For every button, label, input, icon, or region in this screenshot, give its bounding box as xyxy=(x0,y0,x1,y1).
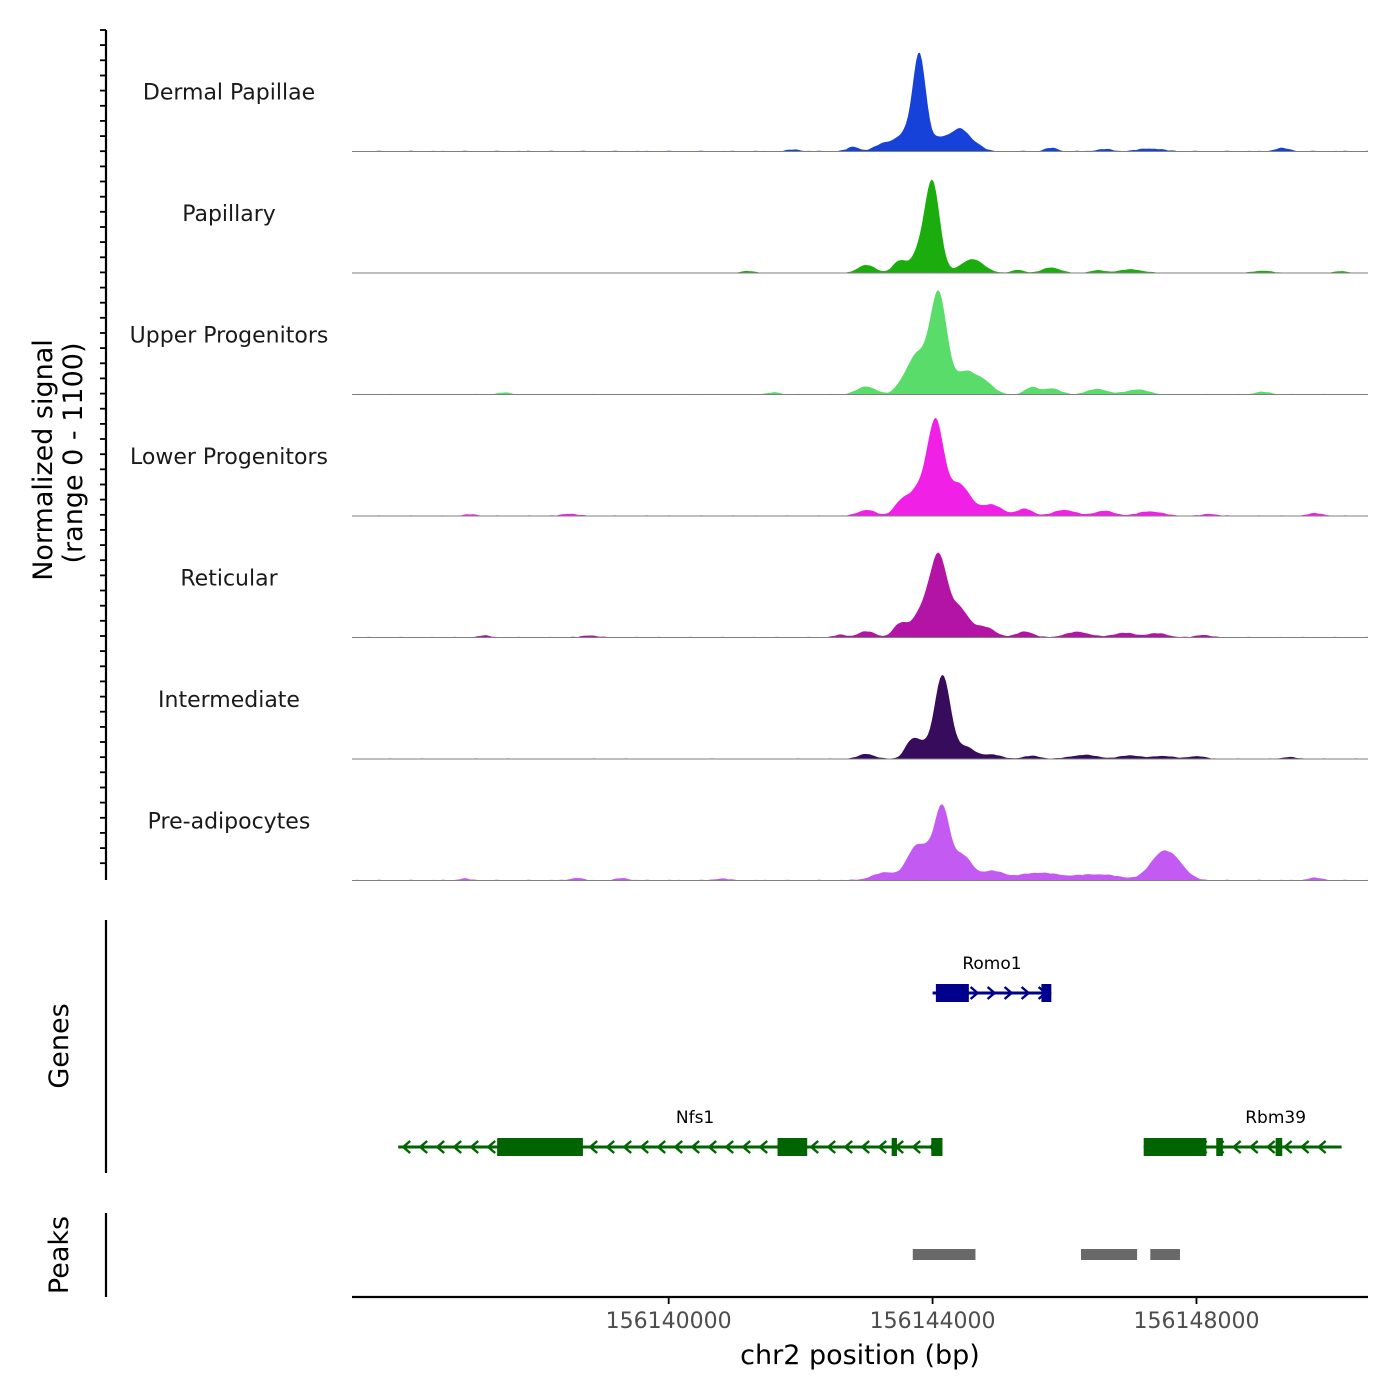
track-label: Lower Progenitors xyxy=(130,445,328,470)
strand-arrow xyxy=(469,1140,479,1154)
track-label: Dermal Papillae xyxy=(143,81,315,106)
strand-arrow xyxy=(809,1140,819,1154)
signal-area xyxy=(352,52,1368,152)
x-tick-label: 156140000 xyxy=(606,1309,732,1334)
left-axes xyxy=(100,29,108,1297)
strand-arrow xyxy=(911,1140,921,1154)
track-label: Upper Progenitors xyxy=(130,324,329,349)
gene-romo1: Romo1 xyxy=(932,954,1052,1002)
x-axis: 156140000 156144000 156148000 xyxy=(352,1295,1368,1334)
gene-exon xyxy=(931,1138,943,1156)
y-axis-title-line2: (range 0 - 1100) xyxy=(58,343,89,564)
track-pre-adipocytes: Pre-adipocytes xyxy=(148,804,1368,881)
gene-label: Rbm39 xyxy=(1245,1108,1306,1128)
y-axis-title-line1: Normalized signal xyxy=(28,339,59,581)
strand-arrow xyxy=(877,1140,887,1154)
strand-arrow xyxy=(741,1140,751,1154)
strand-arrow xyxy=(969,986,980,1000)
strand-arrow xyxy=(1316,1140,1327,1154)
strand-arrow xyxy=(1248,1140,1259,1154)
strand-arrow xyxy=(418,1140,428,1154)
x-tick-label: 156144000 xyxy=(870,1309,996,1334)
strand-arrow xyxy=(826,1140,836,1154)
strand-arrow xyxy=(656,1140,666,1154)
signal-area xyxy=(352,552,1368,638)
strand-arrow xyxy=(639,1140,649,1154)
strand-arrow xyxy=(452,1140,462,1154)
track-upper-progenitors: Upper Progenitors xyxy=(130,289,1368,395)
track-papillary: Papillary xyxy=(182,179,1368,274)
signal-area xyxy=(352,289,1368,395)
track-reticular: Reticular xyxy=(180,552,1368,638)
strand-arrow xyxy=(724,1140,734,1154)
peak-region xyxy=(1150,1249,1180,1260)
x-axis-title: chr2 position (bp) xyxy=(740,1340,980,1371)
strand-arrow xyxy=(605,1140,615,1154)
strand-arrow xyxy=(1299,1140,1310,1154)
strand-arrow xyxy=(486,1140,496,1154)
gene-rbm39: Rbm39 xyxy=(1143,1108,1342,1156)
strand-arrow xyxy=(622,1140,632,1154)
genes-axis-title: Genes xyxy=(44,1003,75,1088)
strand-arrow xyxy=(690,1140,700,1154)
signal-area xyxy=(352,417,1368,516)
gene-exon xyxy=(1275,1138,1283,1156)
track-label: Papillary xyxy=(182,202,276,227)
gene-exon xyxy=(1041,984,1052,1002)
track-label: Pre-adipocytes xyxy=(148,810,311,835)
strand-arrow xyxy=(673,1140,683,1154)
strand-arrow xyxy=(986,986,997,1000)
signal-area xyxy=(352,179,1368,273)
gene-exon xyxy=(1216,1138,1223,1156)
gene-exon xyxy=(891,1138,897,1156)
strand-arrow xyxy=(860,1140,870,1154)
coverage-tracks: Dermal Papillae Papillary Upper Progenitor… xyxy=(130,52,1368,881)
peak-region xyxy=(1081,1249,1138,1260)
gene-exon xyxy=(777,1138,808,1156)
gene-label: Nfs1 xyxy=(676,1108,714,1128)
strand-arrow xyxy=(758,1140,768,1154)
track-lower-progenitors: Lower Progenitors xyxy=(130,417,1368,517)
strand-arrow xyxy=(435,1140,445,1154)
strand-arrow xyxy=(1003,986,1014,1000)
signal-area xyxy=(352,804,1368,881)
peaks-axis-title: Peaks xyxy=(44,1216,75,1294)
signal-area xyxy=(352,674,1368,759)
track-dermal-papillae: Dermal Papillae xyxy=(143,52,1368,152)
genes-track: Romo1 Nfs1 Rbm39 xyxy=(398,954,1342,1156)
gene-exon xyxy=(497,1138,583,1156)
peak-region xyxy=(912,1249,976,1260)
strand-arrow xyxy=(707,1140,717,1154)
gene-label: Romo1 xyxy=(962,954,1021,974)
peaks-track xyxy=(912,1249,1180,1260)
gene-exon xyxy=(935,984,969,1002)
strand-arrow xyxy=(1265,1140,1276,1154)
track-label: Intermediate xyxy=(158,688,300,713)
track-label: Reticular xyxy=(180,567,278,592)
gene-nfs1: Nfs1 xyxy=(398,1108,943,1156)
strand-arrow xyxy=(401,1140,411,1154)
strand-arrow xyxy=(588,1140,598,1154)
strand-arrow xyxy=(1282,1140,1293,1154)
track-intermediate: Intermediate xyxy=(158,674,1368,760)
strand-arrow xyxy=(1231,1140,1242,1154)
strand-arrow xyxy=(1020,986,1031,1000)
strand-arrow xyxy=(843,1140,853,1154)
x-tick-label: 156148000 xyxy=(1133,1309,1259,1334)
gene-exon xyxy=(1143,1138,1207,1156)
